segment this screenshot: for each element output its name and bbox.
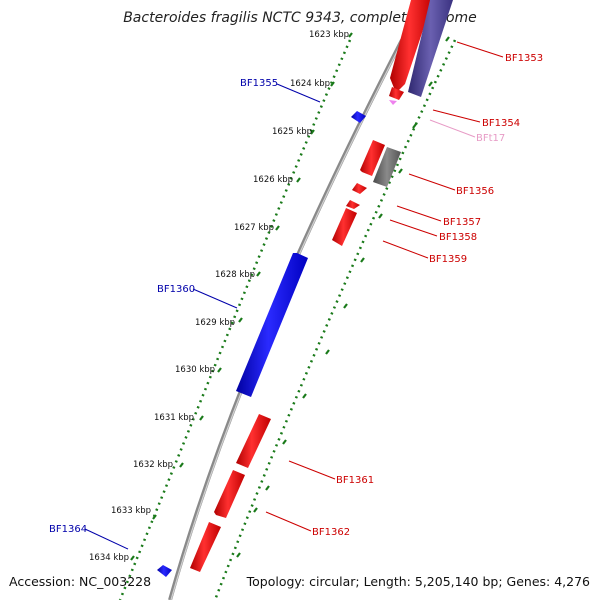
gene-bf1361-b[interactable] bbox=[214, 470, 245, 518]
gene-label-bf1362[interactable]: BF1362 bbox=[312, 527, 350, 538]
kbp-label: 1628 kbp bbox=[215, 270, 255, 280]
kbp-label: 1631 kbp bbox=[154, 413, 194, 423]
callout-bf1359 bbox=[382, 240, 429, 259]
tick-ring-inner bbox=[118, 39, 352, 600]
callout-bf1356 bbox=[408, 173, 456, 191]
callout-bf1364 bbox=[84, 528, 129, 550]
reverse-strand-features bbox=[157, 111, 366, 577]
gene-label-bf1358[interactable]: BF1358 bbox=[439, 232, 477, 243]
gene-bf1358[interactable] bbox=[346, 200, 360, 209]
gene-label-bf1356[interactable]: BF1356 bbox=[456, 186, 494, 197]
callout-bf1355 bbox=[276, 83, 321, 103]
gene-label-bf1361[interactable]: BF1361 bbox=[336, 475, 374, 486]
gene-label-bf1359[interactable]: BF1359 bbox=[429, 254, 467, 265]
gene-bf1356-red[interactable] bbox=[360, 140, 385, 176]
callout-bf1360 bbox=[192, 288, 238, 309]
kbp-label: 1634 kbp bbox=[89, 553, 129, 563]
forward-strand-features bbox=[190, 0, 453, 572]
rrna-feature[interactable] bbox=[408, 0, 453, 97]
gene-bf1360[interactable] bbox=[236, 253, 308, 397]
callout-bf1357 bbox=[396, 205, 442, 222]
gene-bf1355[interactable] bbox=[351, 111, 366, 123]
kbp-label: 1624 kbp bbox=[290, 79, 330, 89]
gene-label-bf1354[interactable]: BF1354 bbox=[482, 118, 520, 129]
callout-bf1354 bbox=[432, 109, 481, 123]
inner-major-ticks bbox=[130, 32, 353, 561]
kbp-label: 1630 kbp bbox=[175, 365, 215, 375]
gene-bf1356-pseudo[interactable] bbox=[373, 147, 401, 187]
kbp-label: 1633 kbp bbox=[111, 506, 151, 516]
gene-label-bft17[interactable]: BFt17 bbox=[476, 133, 505, 144]
callout-bf1358 bbox=[389, 219, 438, 237]
gene-label-bf1357[interactable]: BF1357 bbox=[443, 217, 481, 228]
callout-bf1353 bbox=[456, 41, 504, 58]
kbp-label: 1632 kbp bbox=[133, 460, 173, 470]
gene-bf1361-a[interactable] bbox=[236, 414, 271, 468]
gene-labels: BF1353 BF1355 BF1354 BFt17 BF1356 BF1357… bbox=[49, 53, 543, 538]
gene-bf1359[interactable] bbox=[332, 208, 357, 246]
gene-label-bf1353[interactable]: BF1353 bbox=[505, 53, 543, 64]
gene-bf1362[interactable] bbox=[190, 522, 221, 572]
callout-bf1362 bbox=[265, 511, 312, 532]
callout-bf1361 bbox=[288, 460, 336, 480]
topology-text: Topology: circular; Length: 5,205,140 bp… bbox=[246, 574, 590, 589]
trna-bft17[interactable] bbox=[389, 100, 397, 105]
accession-text: Accession: NC_003228 bbox=[9, 574, 151, 589]
gene-label-bf1364[interactable]: BF1364 bbox=[49, 524, 87, 535]
kbp-label: 1623 kbp bbox=[309, 30, 349, 40]
gene-label-bf1360[interactable]: BF1360 bbox=[157, 284, 195, 295]
gene-bf1354[interactable] bbox=[389, 87, 404, 100]
callout-lines bbox=[84, 41, 504, 550]
map-title: Bacteroides fragilis NCTC 9343, complete… bbox=[123, 10, 477, 26]
callout-bft17 bbox=[429, 119, 476, 138]
kbp-label: 1626 kbp bbox=[253, 175, 293, 185]
gene-bf1357[interactable] bbox=[352, 183, 367, 194]
outer-major-ticks bbox=[236, 36, 450, 558]
gene-bf1353[interactable] bbox=[390, 0, 433, 93]
gene-bf1364[interactable] bbox=[157, 565, 172, 577]
kbp-label: 1627 kbp bbox=[234, 223, 274, 233]
gene-label-bf1355[interactable]: BF1355 bbox=[240, 78, 278, 89]
kbp-labels: 1623 kbp 1624 kbp 1625 kbp 1626 kbp 1627… bbox=[89, 30, 349, 563]
kbp-label: 1625 kbp bbox=[272, 127, 312, 137]
kbp-label: 1629 kbp bbox=[195, 318, 235, 328]
tick-ring-outer bbox=[213, 39, 457, 600]
